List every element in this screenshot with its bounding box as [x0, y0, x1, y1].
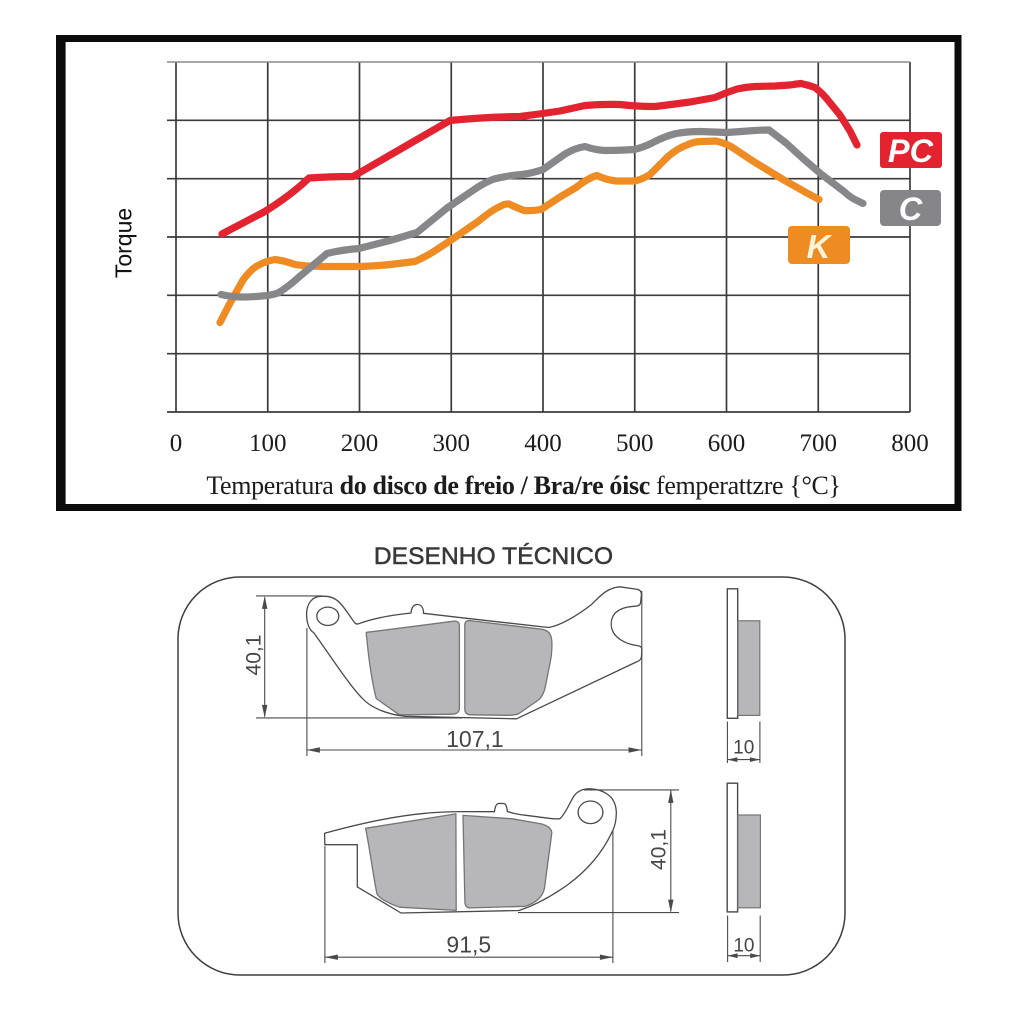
svg-text:K: K: [807, 228, 833, 265]
svg-text:107,1: 107,1: [446, 726, 504, 752]
svg-text:C: C: [899, 191, 923, 227]
svg-text:PC: PC: [888, 133, 934, 169]
svg-text:100: 100: [249, 430, 287, 457]
svg-text:91,5: 91,5: [446, 932, 491, 958]
svg-text:Torque: Torque: [111, 208, 137, 278]
svg-text:40,1: 40,1: [243, 635, 266, 676]
svg-text:DESENHO TÉCNICO: DESENHO TÉCNICO: [374, 543, 613, 570]
svg-text:300: 300: [433, 430, 471, 457]
svg-text:700: 700: [800, 430, 838, 457]
svg-text:200: 200: [341, 430, 379, 457]
svg-text:600: 600: [708, 430, 746, 457]
svg-text:Temperatura do disco de freio: Temperatura do disco de freio / Bra/re ó…: [206, 471, 840, 500]
svg-text:0: 0: [170, 430, 183, 457]
svg-text:500: 500: [616, 430, 654, 457]
svg-text:10: 10: [733, 738, 754, 759]
svg-text:800: 800: [891, 430, 929, 457]
svg-text:400: 400: [524, 430, 562, 457]
svg-text:40,1: 40,1: [648, 829, 671, 870]
svg-text:10: 10: [733, 936, 754, 957]
